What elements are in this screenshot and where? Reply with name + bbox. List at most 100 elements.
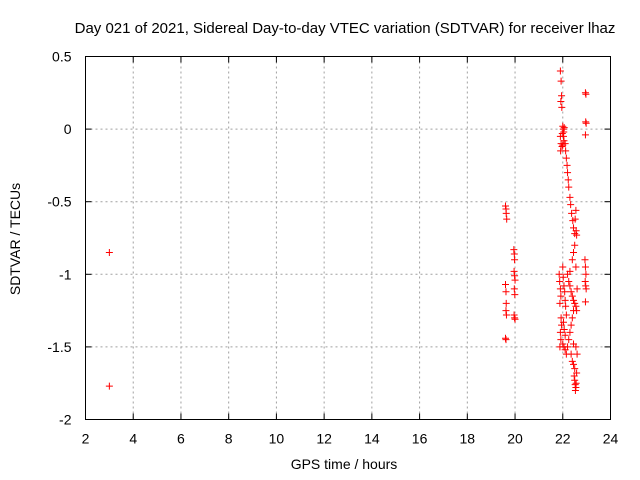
x-tick-label: 24: [603, 431, 619, 447]
tick-labels: 2 4 6 8 10 12 14 16 18 20 22 24-2-1.5-1-0.500.5: [47, 49, 618, 447]
data-point: [567, 201, 575, 209]
data-point: [570, 340, 578, 348]
data-point: [573, 369, 581, 377]
data-point: [567, 288, 575, 296]
data-point: [558, 129, 566, 137]
y-tick-label: -2: [59, 412, 72, 428]
y-tick-label: -0.5: [47, 194, 71, 210]
data-point: [573, 350, 581, 358]
data-point: [570, 296, 578, 304]
data-point: [557, 292, 565, 300]
x-tick-label: 18: [460, 431, 476, 447]
data-point: [511, 276, 519, 284]
x-tick-label: 12: [316, 431, 332, 447]
data-point: [561, 288, 569, 296]
data-point: [565, 336, 573, 344]
data-point: [559, 340, 567, 348]
y-tick-label: -1.5: [47, 339, 71, 355]
data-point: [502, 311, 510, 319]
data-point: [556, 299, 564, 307]
data-point: [105, 382, 113, 390]
data-point: [566, 267, 574, 275]
data-point: [560, 124, 568, 132]
data-point: [573, 307, 581, 315]
data-point: [564, 169, 572, 177]
data-point: [581, 263, 589, 271]
data-point: [557, 336, 565, 344]
data-point: [570, 249, 578, 257]
x-tick-label: 14: [364, 431, 380, 447]
data-point: [511, 291, 519, 299]
data-points: [105, 67, 590, 394]
data-point: [559, 318, 567, 326]
data-point: [573, 231, 581, 239]
data-point: [568, 292, 576, 300]
y-tick-label: -1: [59, 266, 72, 282]
data-point: [572, 379, 580, 387]
data-point: [572, 302, 580, 310]
data-point: [558, 103, 566, 111]
data-point: [105, 249, 113, 257]
data-point: [558, 92, 566, 100]
data-point: [560, 282, 568, 290]
x-axis-title: GPS time / hours: [291, 456, 398, 472]
data-point: [557, 98, 565, 106]
data-point: [565, 183, 573, 191]
data-point: [559, 273, 567, 281]
y-tick-label: 0: [64, 121, 72, 137]
x-tick-label: 4: [129, 431, 137, 447]
data-point: [582, 270, 590, 278]
data-point: [582, 285, 590, 293]
axis-ticks: [85, 56, 611, 420]
data-point: [572, 263, 580, 271]
x-tick-label: 20: [507, 431, 523, 447]
data-point: [571, 386, 579, 394]
grid: [85, 56, 611, 420]
data-point: [571, 365, 579, 373]
data-point: [556, 67, 564, 75]
data-point: [571, 241, 579, 249]
data-point: [581, 298, 589, 306]
data-point: [564, 343, 572, 351]
data-point: [561, 140, 569, 148]
data-point: [567, 321, 575, 329]
data-point: [571, 299, 579, 307]
y-tick-label: 0.5: [52, 49, 72, 65]
data-point: [572, 206, 580, 214]
data-point: [511, 256, 519, 264]
data-point: [582, 119, 590, 127]
data-point: [563, 161, 571, 169]
data-point: [564, 176, 572, 184]
chart-title: Day 021 of 2021, Sidereal Day-to-day VTE…: [75, 20, 616, 37]
data-point: [561, 331, 569, 339]
y-axis-title: SDTVAR / TECUs: [7, 183, 23, 295]
data-point: [502, 288, 510, 296]
plot-frame: [85, 56, 611, 420]
x-tick-label: 2: [82, 431, 90, 447]
data-point: [566, 193, 574, 201]
data-point: [571, 215, 579, 223]
data-point: [562, 311, 570, 319]
data-point: [581, 131, 589, 139]
data-point: [568, 357, 576, 365]
data-point: [558, 143, 566, 151]
data-point: [568, 209, 576, 217]
data-point: [568, 314, 576, 322]
data-point: [557, 314, 565, 322]
x-tick-label: 16: [412, 431, 428, 447]
data-point: [567, 350, 575, 358]
data-point: [562, 302, 570, 310]
data-point: [570, 360, 578, 368]
data-point: [556, 285, 564, 293]
data-point: [559, 263, 567, 271]
data-point: [556, 278, 564, 286]
x-tick-label: 6: [177, 431, 185, 447]
data-point: [568, 256, 576, 264]
data-point: [566, 328, 574, 336]
data-point: [565, 278, 573, 286]
x-tick-label: 10: [269, 431, 285, 447]
data-point: [502, 299, 510, 307]
data-point: [560, 325, 568, 333]
data-point: [556, 328, 564, 336]
